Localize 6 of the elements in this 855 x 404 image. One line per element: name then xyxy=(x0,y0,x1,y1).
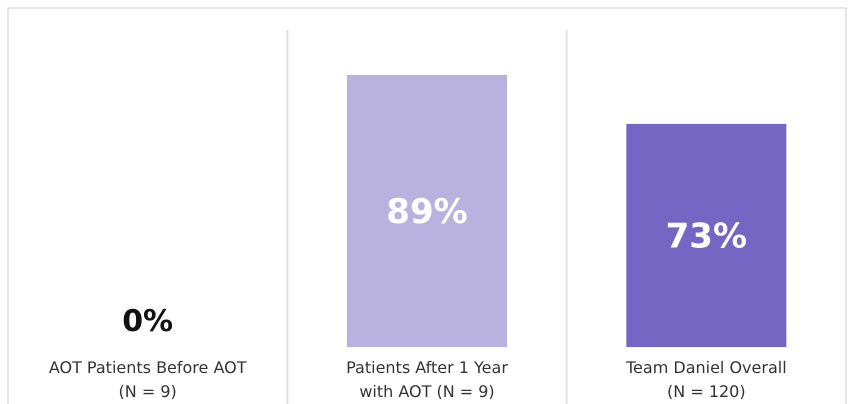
data-label: 73% xyxy=(666,216,748,256)
x-tick-label: AOT Patients Before AOT (N = 9) xyxy=(48,358,247,401)
data-label: 89% xyxy=(386,192,468,232)
data-label: 0% xyxy=(122,304,174,339)
x-tick-label: Patients After 1 Year with AOT (N = 9) xyxy=(346,358,508,401)
x-tick-label: Team Daniel Overall (N = 120) xyxy=(625,358,787,401)
